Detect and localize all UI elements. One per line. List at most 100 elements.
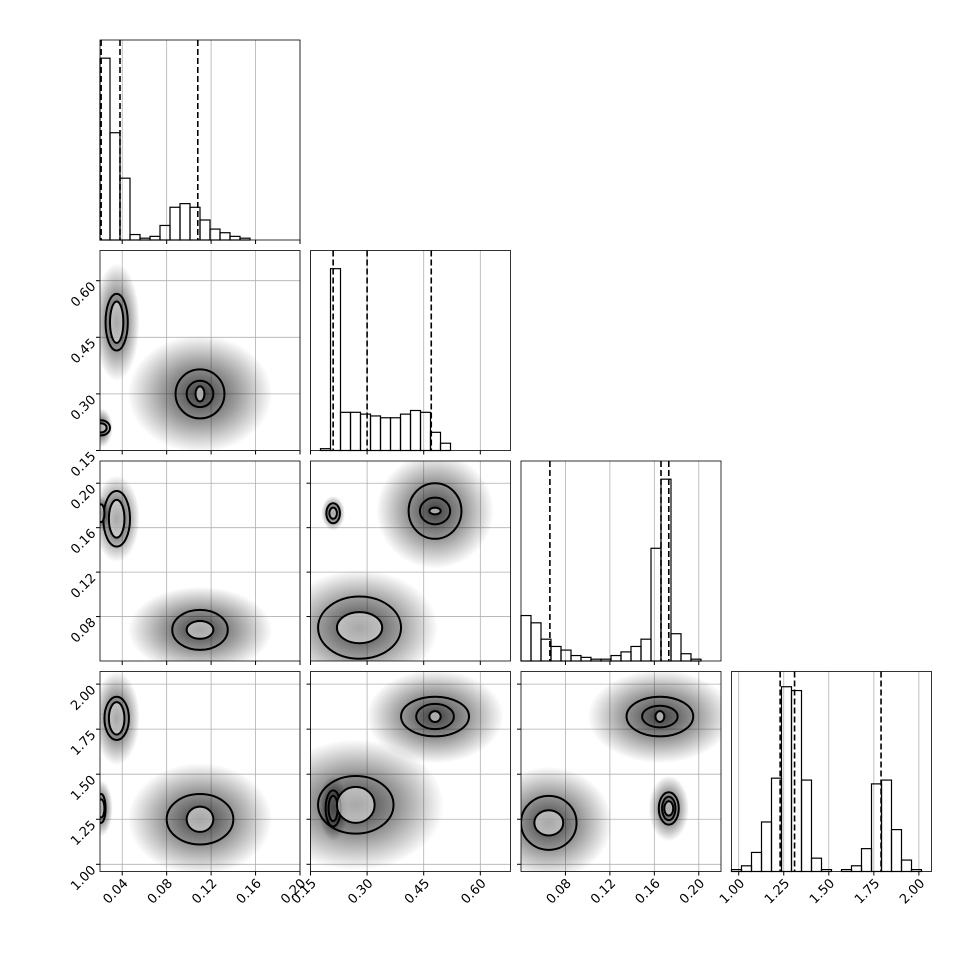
histogram-bin [550,645,562,662]
histogram-bin [800,779,813,873]
histogram-bin [870,783,883,873]
contour [100,798,106,819]
point-cloud [521,766,613,872]
contour [663,800,675,817]
histogram-bin [379,417,392,452]
histogram-bin [640,638,652,662]
y-tick-label: 1.75 [68,728,99,759]
panel: 1.00 1.25 1.50 1.75 2.00 [717,671,932,907]
y-tick-label: 2.00 [68,683,99,714]
panel-frame [310,250,511,451]
x-tick-label: 1.00 [717,876,748,907]
x-tick-label: 0.04 [100,876,131,907]
point-cloud [587,671,721,764]
x-tick-label: 1.50 [807,876,838,907]
panel-frame [99,671,301,872]
density [521,671,721,872]
histogram-bin [740,865,753,873]
contour [657,791,680,826]
contour [165,793,235,846]
contour [533,809,565,837]
x-tick-label: 0.12 [189,876,220,907]
histogram-bin [169,206,181,241]
histogram-bin [570,654,582,662]
x-tick-label: 0.12 [588,876,619,907]
histogram-bin [359,413,372,452]
histogram-bin [439,442,452,452]
histogram-bin [760,821,773,873]
histogram-bin [860,848,873,873]
contour [100,503,106,524]
contour [400,695,470,738]
contour [335,611,384,645]
contour [328,506,338,520]
histogram-bin [109,132,121,241]
histogram-bin [900,859,913,873]
contour [654,710,666,723]
contour [317,595,403,660]
y-tick-label: 1.50 [68,773,99,804]
panel-frame [99,39,301,241]
histogram-bin [680,653,692,662]
contour [625,695,695,738]
histogram-bin [630,645,642,662]
contour [428,506,442,516]
contour [407,482,463,540]
histogram-bin [780,686,793,873]
contour [661,795,677,822]
y-tick-label: 0.16 [68,526,99,557]
panel [99,39,301,244]
density [310,671,504,871]
contour [194,385,206,403]
histogram-bin [409,409,422,452]
panel [310,250,511,455]
x-tick-label: 2.00 [897,876,928,907]
histogram-bin [810,857,823,873]
histogram-bin [650,547,662,662]
contour [103,695,130,741]
y-tick-label: 0.45 [68,336,99,367]
histogram-bin [339,411,352,452]
histogram-bin [349,411,362,452]
y-tick-label: 1.25 [68,818,99,849]
contour [185,620,215,640]
histogram-bin [850,865,863,873]
histogram-bin [610,654,622,662]
contour [171,608,229,651]
contour [185,379,215,409]
contour [100,422,108,434]
histogram-bin [329,268,342,452]
histogram-bin [530,622,542,662]
panel: 0.08 0.12 0.16 0.20 [68,460,301,665]
panel-frame [99,460,301,662]
contour [100,793,107,824]
histogram-bin [620,651,632,662]
panel: 0.150.300.450.60 [68,250,301,480]
histogram-bin [399,413,412,452]
contour [104,292,129,352]
x-tick-label: 1.75 [852,876,883,907]
histogram-bin [369,415,382,452]
panel-frame [520,671,722,872]
y-tick-label: 0.20 [68,482,99,513]
density [100,475,273,661]
histogram-bin [520,614,532,662]
histogram-bin [790,689,803,873]
histogram-bin [560,649,572,662]
x-tick-label: 0.20 [677,876,708,907]
point-cloud [310,739,445,871]
panel-frame [310,671,511,872]
histogram-bin [890,828,903,873]
panel [306,460,511,665]
contour [107,701,126,736]
x-tick-label: 1.25 [762,876,793,907]
y-tick-label: 1.00 [68,863,99,894]
contour [107,498,126,539]
x-tick-label: 0.45 [402,876,433,907]
histogram-bin [880,779,893,873]
histogram-bin [389,417,402,452]
y-tick-label: 0.12 [68,571,99,602]
histogram-bin [670,633,682,662]
density [100,671,273,872]
